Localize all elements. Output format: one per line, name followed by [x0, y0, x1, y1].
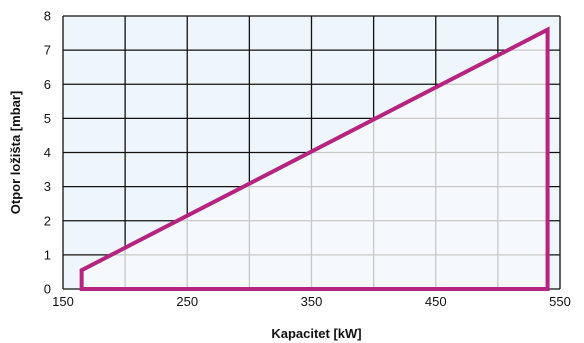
y-tick-label: 8: [44, 9, 51, 24]
x-tick-labels: 150 250 350 450 550: [52, 294, 571, 309]
y-tick-label: 1: [44, 247, 51, 262]
y-tick-label: 2: [44, 213, 51, 228]
operating-area-fill: [81, 29, 548, 290]
y-tick-label: 4: [44, 145, 51, 160]
x-tick-label: 350: [301, 294, 323, 309]
x-tick-label: 550: [549, 294, 571, 309]
y-tick-labels: 0 1 2 3 4 5 6 7 8: [44, 9, 51, 297]
y-tick-label: 5: [44, 111, 51, 126]
y-axis-title: Otpor ložišta [mbar]: [8, 91, 23, 215]
operating-area-outline: [79, 26, 550, 291]
x-tick-label: 150: [52, 294, 74, 309]
y-tick-label: 6: [44, 77, 51, 92]
x-tick-label: 250: [176, 294, 198, 309]
y-tick-label: 3: [44, 179, 51, 194]
y-tick-label: 0: [44, 282, 51, 297]
y-tick-label: 7: [44, 43, 51, 58]
x-tick-label: 450: [425, 294, 447, 309]
x-axis-title: Kapacitet [kW]: [271, 326, 361, 341]
